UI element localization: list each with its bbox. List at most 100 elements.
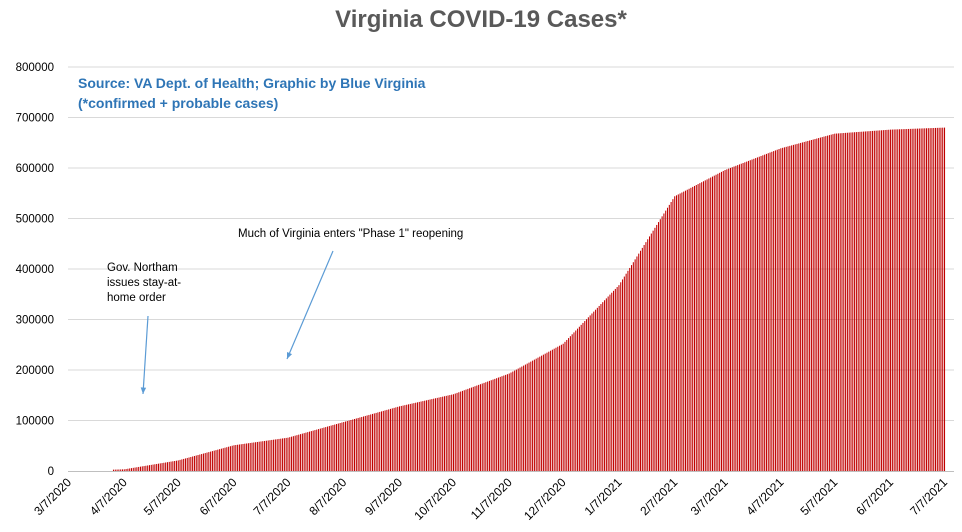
x-tick-label: 4/7/2020 (87, 475, 130, 518)
annotation-line: home order (107, 292, 166, 304)
bar (235, 444, 237, 471)
bar (325, 427, 327, 471)
bar (393, 407, 395, 471)
x-tick-label: 3/7/2021 (688, 475, 731, 518)
bar (702, 181, 705, 471)
bar (715, 174, 717, 471)
bar (634, 259, 636, 471)
bar (546, 352, 548, 471)
bar (483, 382, 485, 471)
bar (366, 415, 368, 471)
x-tick-label: 1/7/2021 (582, 475, 625, 518)
bar (911, 128, 913, 471)
bar (746, 161, 748, 471)
bar (717, 173, 719, 471)
bar (327, 426, 329, 471)
bar (697, 184, 699, 471)
bar (580, 324, 582, 471)
bar (677, 194, 679, 471)
bar (219, 449, 221, 471)
bar (933, 128, 935, 471)
bar (228, 446, 230, 471)
bar (895, 129, 897, 471)
bar (463, 390, 465, 471)
bar (213, 450, 215, 471)
bar (183, 458, 185, 471)
x-tick-label: 6/7/2020 (197, 475, 240, 518)
bar (706, 179, 708, 472)
bar (598, 305, 600, 471)
bar (729, 167, 731, 471)
bar (890, 129, 892, 471)
bar (217, 449, 219, 471)
bar (132, 467, 134, 471)
bar (202, 453, 204, 471)
bar (523, 365, 525, 471)
bar (593, 311, 595, 471)
bar (632, 262, 634, 471)
bar (688, 188, 690, 471)
bar (751, 159, 753, 471)
bar (465, 389, 467, 471)
bar (701, 182, 703, 471)
bar (427, 399, 429, 471)
bar (425, 400, 428, 471)
bar (553, 348, 555, 471)
bar (755, 158, 757, 472)
bar (253, 442, 255, 471)
bar (938, 127, 940, 471)
bar (708, 178, 710, 472)
bar (792, 144, 794, 472)
bar (767, 153, 769, 472)
bar (611, 292, 613, 471)
bar (384, 410, 386, 471)
bar (922, 128, 924, 471)
bar (123, 469, 125, 471)
y-tick-label: 600000 (16, 163, 54, 175)
bar (686, 189, 688, 471)
bar (877, 130, 879, 471)
bar (940, 127, 942, 471)
bar (524, 364, 526, 471)
bar (154, 464, 156, 471)
bar (747, 160, 749, 472)
bar (237, 444, 239, 471)
bar (629, 267, 631, 471)
bar (478, 384, 480, 471)
bar (517, 368, 519, 471)
bar (800, 142, 802, 471)
bar (726, 169, 728, 471)
bar (208, 452, 210, 471)
bar (839, 133, 841, 471)
bar (857, 131, 859, 471)
bar (666, 207, 669, 471)
bar (882, 130, 884, 471)
bar (501, 376, 503, 471)
bar (541, 355, 543, 471)
bar (654, 227, 656, 471)
bar (357, 417, 359, 471)
bar (488, 380, 490, 471)
annotation-line: Gov. Northam (107, 262, 178, 274)
bar (300, 434, 302, 471)
bar (409, 403, 411, 471)
phase1-arrow (286, 250, 334, 360)
bar (595, 309, 597, 471)
bar (684, 190, 687, 471)
bar (713, 175, 715, 471)
bar (447, 395, 449, 471)
bar (866, 131, 868, 471)
bar (494, 378, 496, 471)
x-tick-label: 7/7/2021 (907, 475, 950, 518)
bar (442, 396, 444, 471)
bar (758, 156, 760, 471)
bar (479, 384, 481, 471)
bar (397, 406, 399, 471)
bar (242, 443, 244, 471)
bar (771, 151, 773, 471)
bar (134, 467, 136, 471)
bar (163, 462, 165, 471)
bar (855, 132, 857, 471)
bar (843, 133, 845, 471)
bar (118, 469, 120, 471)
